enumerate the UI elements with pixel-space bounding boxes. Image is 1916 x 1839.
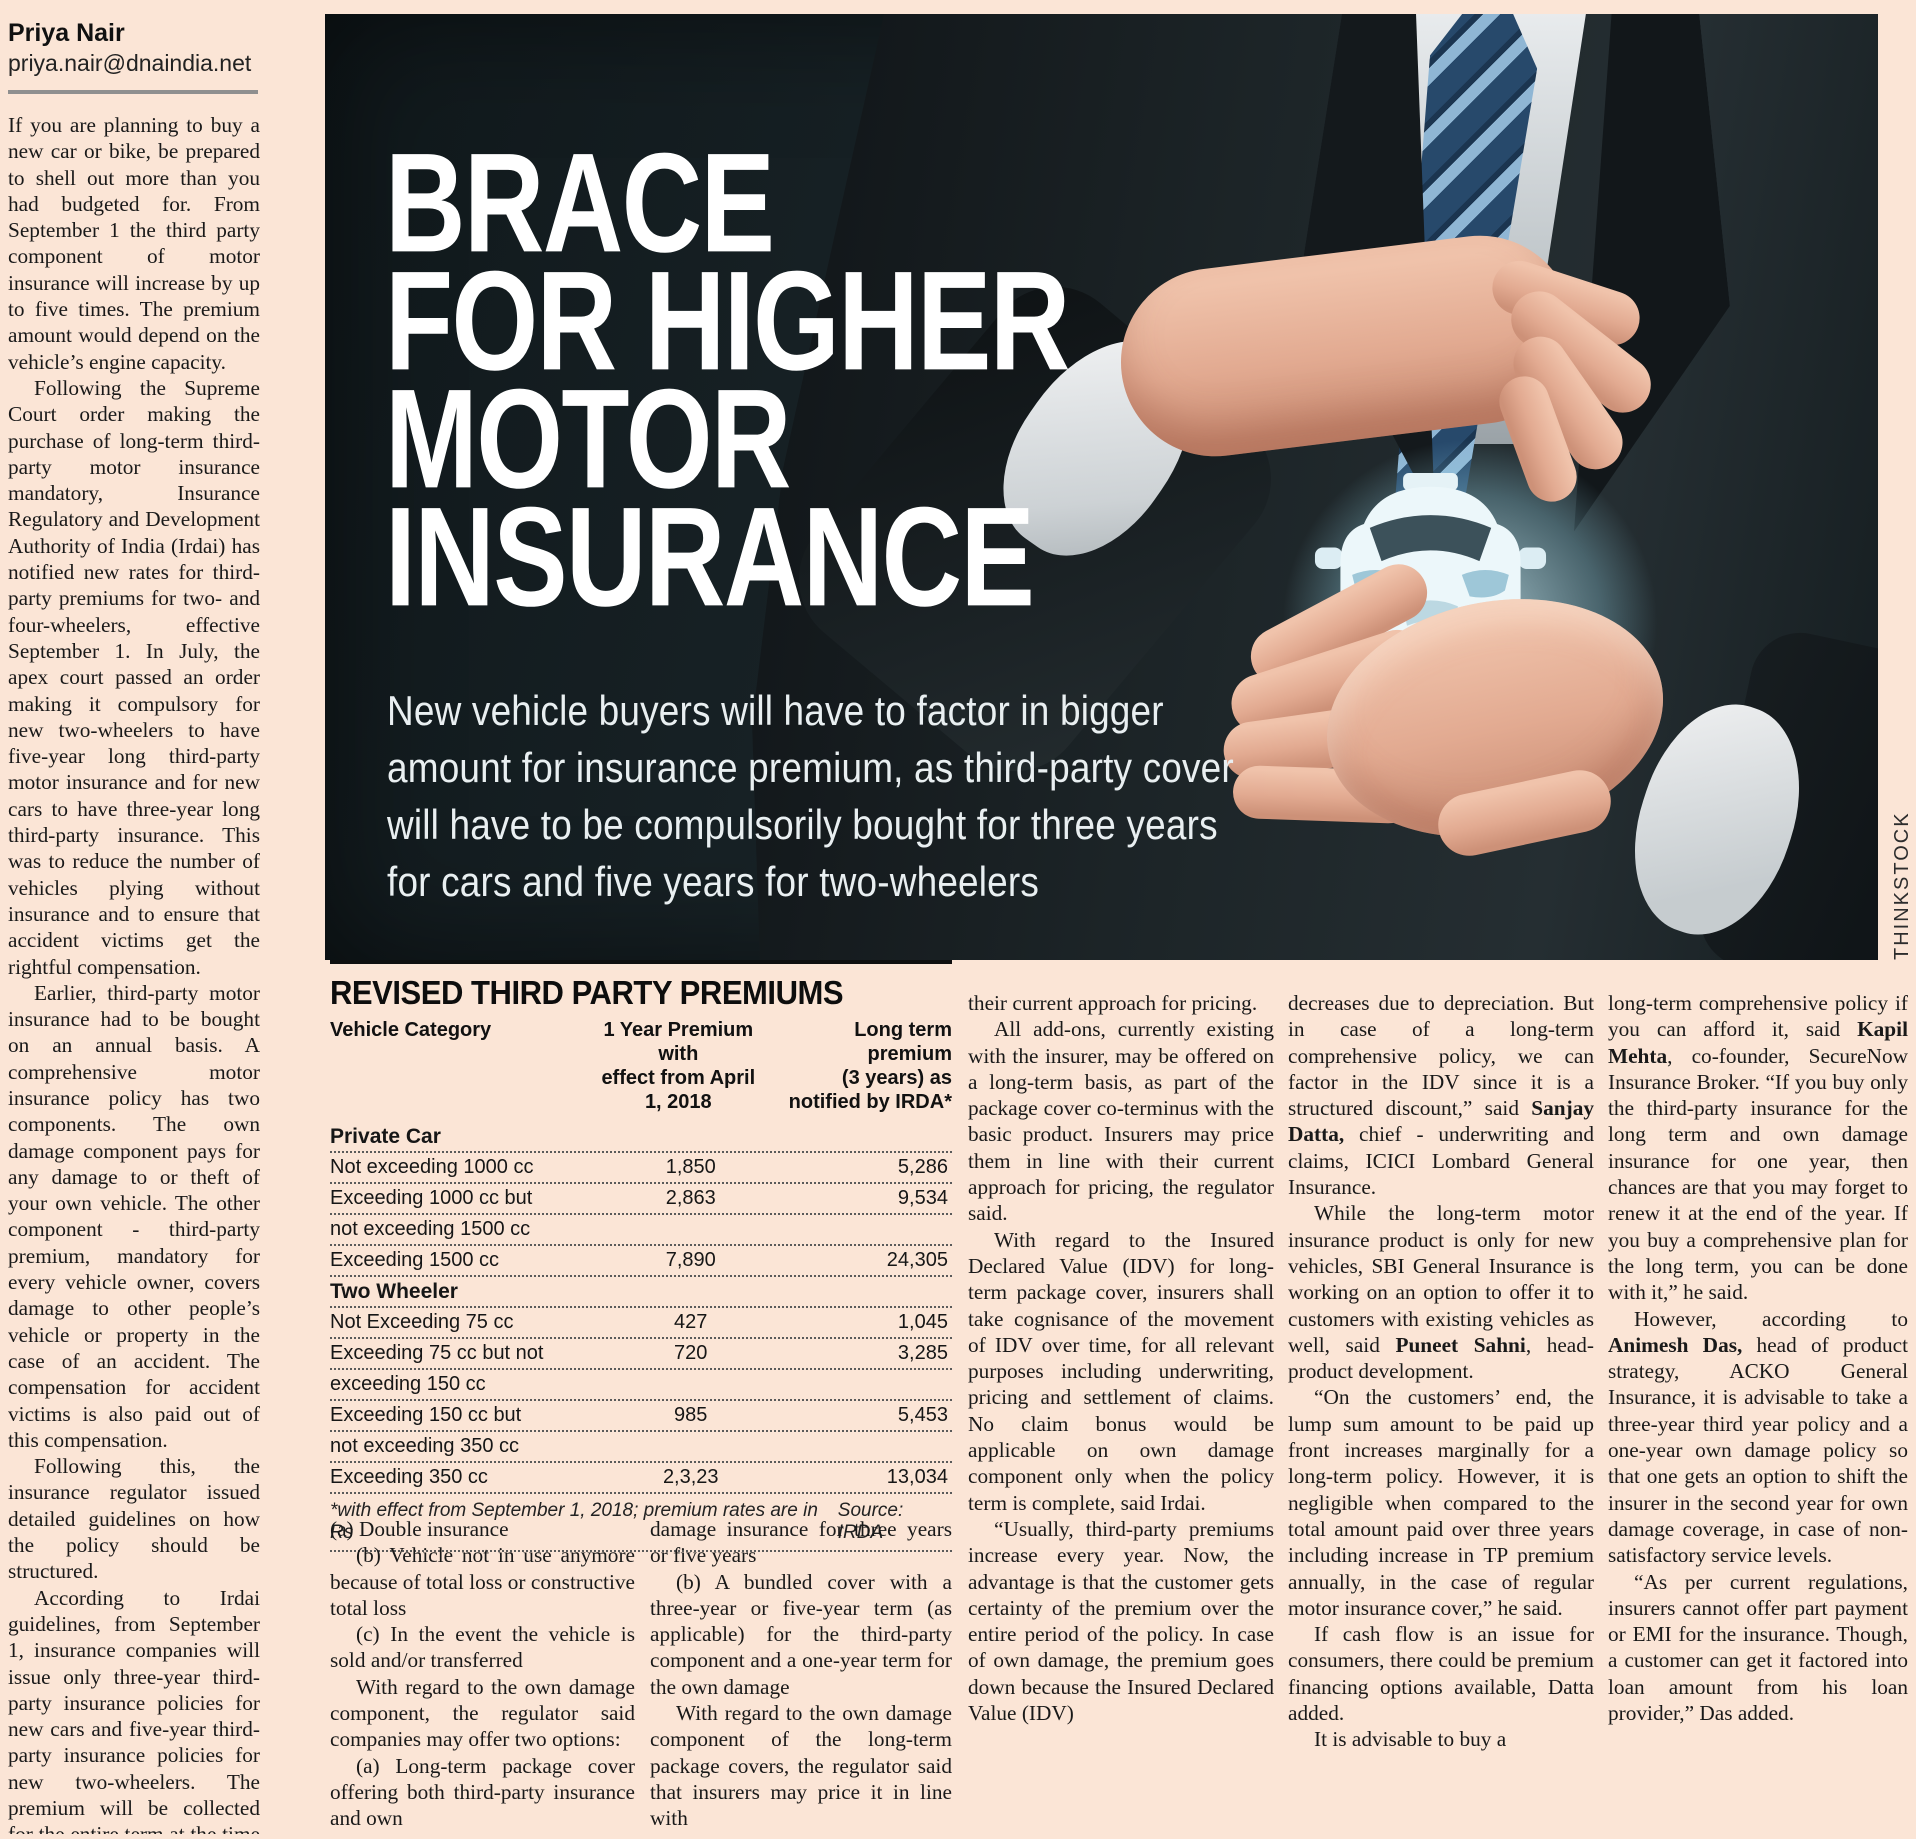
table-cell: 13,034 [886, 1466, 948, 1488]
table-header-row: Vehicle Category 1 Year Premium with eff… [330, 1018, 952, 1122]
paragraph: However, according to Animesh Das, head … [1608, 1306, 1908, 1568]
col-header-1yr-premium: 1 Year Premium with effect from April 1,… [601, 1019, 756, 1113]
paragraph: With regard to the Insured Declared Valu… [968, 1227, 1274, 1515]
paragraph: “Usually, third-party premiums increase … [968, 1516, 1274, 1726]
paragraph: (c) In the event the vehicle is sold and… [330, 1622, 635, 1673]
table-cell: 24,305 [886, 1249, 948, 1271]
table-row: Private Car [330, 1122, 952, 1153]
paragraph: With regard to the own damage component … [650, 1701, 952, 1831]
table-cell: 2,3,23 [662, 1466, 719, 1488]
article-column-3: damage insurance for three years or five… [650, 1516, 952, 1836]
table-cell: 3,285 [897, 1342, 948, 1364]
article-column-2: (a) Double insurance (b) Vehicle not in u… [330, 1516, 635, 1836]
table-row: not exceeding 1500 cc [330, 1215, 952, 1246]
table-body: Private Car Not exceeding 1000 cc 1,850 5,2… [330, 1122, 952, 1494]
paragraph: their current approach for pricing. [968, 991, 1258, 1015]
table-cell: Not exceeding 1000 cc [330, 1156, 534, 1178]
paragraph: (b) Vehicle not in use anymore because o… [330, 1543, 635, 1620]
table-cell: 9,534 [897, 1187, 948, 1209]
paragraph: (b) A bundled cover with a three-year or… [650, 1569, 952, 1699]
table-cell: 7,890 [665, 1249, 716, 1271]
table-cell: 5,286 [897, 1156, 948, 1178]
paragraph: (a) Double insurance [330, 1517, 509, 1541]
table-row: exceeding 150 cc [330, 1370, 952, 1401]
paragraph: With regard to the own damage component,… [330, 1674, 635, 1752]
paragraph: long-term comprehensive policy if you ca… [1608, 991, 1908, 1305]
table-cell: 5,453 [897, 1404, 948, 1426]
table-cell: Not Exceeding 75 cc [330, 1311, 514, 1333]
table-cell: 720 [674, 1342, 708, 1364]
table-cell: 985 [674, 1404, 708, 1426]
table-cell: 427 [674, 1311, 708, 1333]
author-email: priya.nair@dnaindia.net [8, 50, 252, 76]
table-cell: Private Car [330, 1124, 441, 1148]
paragraph: Following this, the insurance regulator … [8, 1454, 260, 1584]
author-name: Priya Nair [8, 19, 125, 47]
table-cell: 2,863 [665, 1187, 716, 1209]
standfirst-text: New vehicle buyers will have to factor i… [387, 687, 1234, 905]
table-source: Source: IRDA [837, 1500, 904, 1543]
table-top-rule [330, 960, 952, 964]
table-footnote: *with effect from September 1, 2018; pre… [330, 1500, 818, 1543]
table-row: Exceeding 150 cc but 985 5,453 [330, 1401, 952, 1432]
col-header-long-term-premium: Long term premium (3 years) as notified … [788, 1019, 952, 1113]
paragraph: All add-ons, currently existing with the… [968, 1017, 1274, 1226]
table-row: Exceeding 1000 cc but 2,863 9,534 [330, 1184, 952, 1215]
headline-line: INSURANCE [385, 477, 1035, 636]
paragraph: Following the Supreme Court order making… [8, 375, 260, 979]
paragraph: If you are planning to buy a new car or … [8, 113, 260, 374]
table-cell: 1,850 [665, 1156, 716, 1178]
paragraph: “On the customers’ end, the lump sum amo… [1288, 1385, 1594, 1620]
table-cell: not exceeding 1500 cc [330, 1218, 531, 1240]
table-cell: not exceeding 350 cc [330, 1435, 520, 1457]
table-cell: exceeding 150 cc [330, 1373, 486, 1395]
headline-line: MOTOR [385, 359, 791, 518]
article-column-6: long-term comprehensive policy if you ca… [1608, 990, 1908, 1836]
table-cell: Exceeding 350 cc [330, 1466, 488, 1488]
table-row: Not exceeding 1000 cc 1,850 5,286 [330, 1153, 952, 1184]
table-cell: Two Wheeler [330, 1279, 458, 1303]
table-row: Exceeding 350 cc 2,3,23 13,034 [330, 1463, 952, 1494]
table-cell: Exceeding 1000 cc but [330, 1187, 533, 1209]
article-column-5: decreases due to depreciation. But in ca… [1288, 990, 1594, 1836]
paragraph: “As per current regulations, insurers ca… [1608, 1569, 1908, 1726]
paragraph: According to Irdai guidelines, from Sept… [8, 1585, 260, 1834]
col-header-vehicle-category: Vehicle Category [330, 1019, 492, 1041]
table-cell: Exceeding 150 cc but [330, 1404, 522, 1426]
table-title: REVISED THIRD PARTY PREMIUMS [330, 974, 844, 1011]
table-cell: 1,045 [897, 1311, 948, 1333]
paragraph: decreases due to depreciation. But in ca… [1288, 991, 1594, 1200]
table-footnote-row: *with effect from September 1, 2018; pre… [330, 1494, 952, 1552]
paragraph: If cash flow is an issue for consumers, … [1288, 1622, 1594, 1726]
table-row: Two Wheeler [330, 1277, 952, 1308]
headline-line: FOR HIGHER [385, 241, 1070, 400]
lead-photo: BRACE FOR HIGHER MOTOR INSURANCE New veh… [325, 14, 1878, 960]
table-row: not exceeding 350 cc [330, 1432, 952, 1463]
byline-divider [8, 90, 258, 94]
article-column-1: If you are planning to buy a new car or … [8, 112, 260, 1834]
paragraph: damage insurance for three years or five… [650, 1517, 952, 1568]
paragraph: While the long-term motor insurance prod… [1288, 1201, 1594, 1384]
table-row: Not Exceeding 75 cc 427 1,045 [330, 1308, 952, 1339]
headline-line: BRACE [385, 123, 775, 282]
byline: Priya Nair priya.nair@dnaindia.net [8, 18, 260, 94]
table-cell: Exceeding 75 cc but not [330, 1342, 544, 1364]
paragraph: (a) Long-term package cover offering bot… [330, 1753, 635, 1831]
photo-credit: THINKSTOCK [1891, 811, 1913, 960]
headline: BRACE FOR HIGHER MOTOR INSURANCE [385, 123, 1219, 636]
table-row: Exceeding 75 cc but not 720 3,285 [330, 1339, 952, 1370]
article-column-4: their current approach for pricing. All a… [968, 990, 1274, 1836]
table-cell: Exceeding 1500 cc [330, 1249, 500, 1271]
paragraph: It is advisable to buy a [1314, 1727, 1507, 1752]
premiums-table: REVISED THIRD PARTY PREMIUMS Vehicle Cat… [330, 960, 952, 1552]
table-row: Exceeding 1500 cc 7,890 24,305 [330, 1246, 952, 1277]
paragraph: Earlier, third-party motor insurance had… [8, 980, 260, 1452]
